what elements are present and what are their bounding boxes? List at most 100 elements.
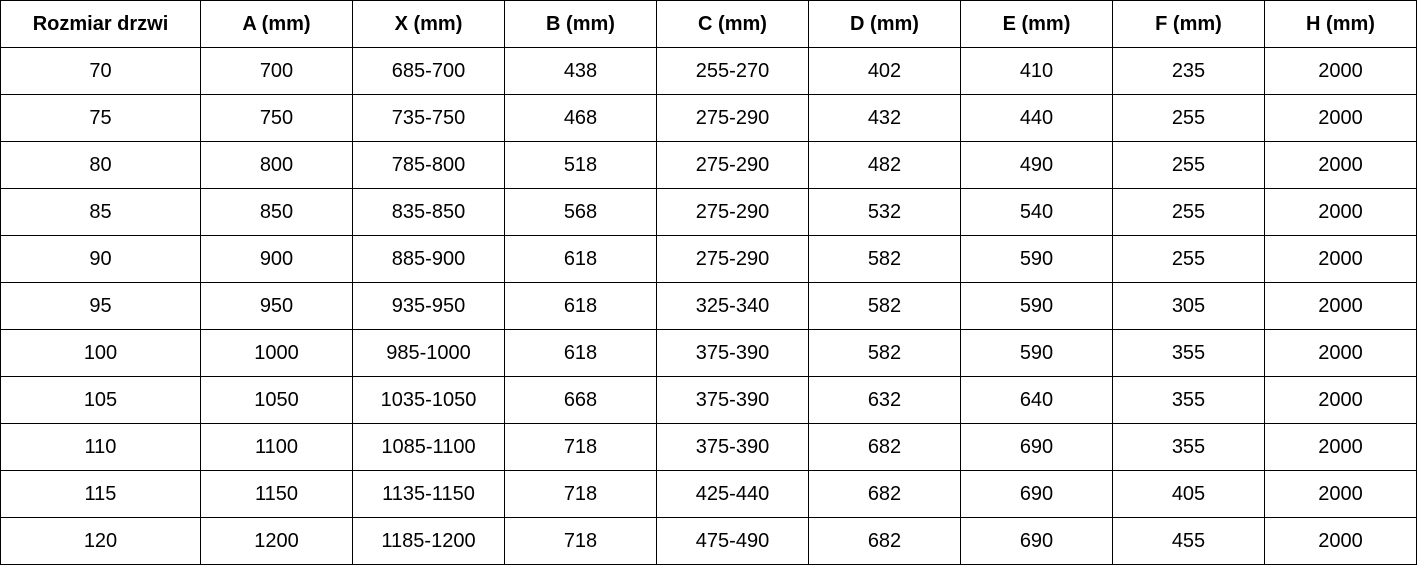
table-cell: 1185-1200 bbox=[352, 517, 505, 565]
table-cell: 2000 bbox=[1264, 329, 1417, 377]
table-row: 105 1050 1035-1050 668 375-390 632 640 355 2000 bbox=[0, 376, 1417, 424]
table-cell: 2000 bbox=[1264, 141, 1417, 189]
table-cell: 1000 bbox=[200, 329, 353, 377]
table-cell: 120 bbox=[0, 517, 201, 565]
table-cell: 835-850 bbox=[352, 188, 505, 236]
table-cell: 718 bbox=[504, 470, 657, 518]
table-cell: 70 bbox=[0, 47, 201, 95]
column-header: E (mm) bbox=[960, 0, 1113, 48]
table-cell: 682 bbox=[808, 423, 961, 471]
table-cell: 632 bbox=[808, 376, 961, 424]
table-cell: 375-390 bbox=[656, 423, 809, 471]
table-cell: 568 bbox=[504, 188, 657, 236]
table-cell: 255 bbox=[1112, 94, 1265, 142]
table-cell: 640 bbox=[960, 376, 1113, 424]
table-cell: 2000 bbox=[1264, 235, 1417, 283]
table-cell: 80 bbox=[0, 141, 201, 189]
table-cell: 690 bbox=[960, 423, 1113, 471]
table-cell: 95 bbox=[0, 282, 201, 330]
table-cell: 355 bbox=[1112, 329, 1265, 377]
table-row: 75 750 735-750 468 275-290 432 440 255 2000 bbox=[0, 94, 1417, 142]
table-row: 120 1200 1185-1200 718 475-490 682 690 455 2000 bbox=[0, 517, 1417, 565]
table-cell: 735-750 bbox=[352, 94, 505, 142]
table-cell: 618 bbox=[504, 235, 657, 283]
table-cell: 275-290 bbox=[656, 188, 809, 236]
table-cell: 1150 bbox=[200, 470, 353, 518]
table-cell: 718 bbox=[504, 517, 657, 565]
table-cell: 375-390 bbox=[656, 329, 809, 377]
table-cell: 668 bbox=[504, 376, 657, 424]
table-cell: 2000 bbox=[1264, 47, 1417, 95]
table-cell: 2000 bbox=[1264, 376, 1417, 424]
column-header: C (mm) bbox=[656, 0, 809, 48]
table-cell: 2000 bbox=[1264, 517, 1417, 565]
table-cell: 275-290 bbox=[656, 94, 809, 142]
table-cell: 355 bbox=[1112, 376, 1265, 424]
column-header: D (mm) bbox=[808, 0, 961, 48]
column-header: Rozmiar drzwi bbox=[0, 0, 201, 48]
column-header: H (mm) bbox=[1264, 0, 1417, 48]
table-cell: 582 bbox=[808, 235, 961, 283]
table-cell: 455 bbox=[1112, 517, 1265, 565]
table-cell: 590 bbox=[960, 235, 1113, 283]
table-cell: 235 bbox=[1112, 47, 1265, 95]
table-header: Rozmiar drzwi A (mm) X (mm) B (mm) C (mm) D (… bbox=[0, 0, 1417, 48]
table-cell: 425-440 bbox=[656, 470, 809, 518]
table-cell: 2000 bbox=[1264, 423, 1417, 471]
table-cell: 700 bbox=[200, 47, 353, 95]
table-cell: 690 bbox=[960, 517, 1113, 565]
table-cell: 90 bbox=[0, 235, 201, 283]
table-cell: 255 bbox=[1112, 188, 1265, 236]
door-dimensions-table: Rozmiar drzwi A (mm) X (mm) B (mm) C (mm) D (… bbox=[0, 0, 1417, 565]
table-row: 90 900 885-900 618 275-290 582 590 255 2000 bbox=[0, 235, 1417, 283]
table-cell: 305 bbox=[1112, 282, 1265, 330]
table-cell: 2000 bbox=[1264, 94, 1417, 142]
table-cell: 438 bbox=[504, 47, 657, 95]
table-cell: 410 bbox=[960, 47, 1113, 95]
table-cell: 475-490 bbox=[656, 517, 809, 565]
table-cell: 985-1000 bbox=[352, 329, 505, 377]
column-header: X (mm) bbox=[352, 0, 505, 48]
table-cell: 1200 bbox=[200, 517, 353, 565]
table-cell: 275-290 bbox=[656, 235, 809, 283]
table-cell: 682 bbox=[808, 517, 961, 565]
table-cell: 115 bbox=[0, 470, 201, 518]
table-cell: 590 bbox=[960, 329, 1113, 377]
table-cell: 682 bbox=[808, 470, 961, 518]
table-cell: 1135-1150 bbox=[352, 470, 505, 518]
table-cell: 105 bbox=[0, 376, 201, 424]
table-cell: 2000 bbox=[1264, 470, 1417, 518]
table-cell: 950 bbox=[200, 282, 353, 330]
table-cell: 375-390 bbox=[656, 376, 809, 424]
table-cell: 540 bbox=[960, 188, 1113, 236]
table-cell: 590 bbox=[960, 282, 1113, 330]
header-row: Rozmiar drzwi A (mm) X (mm) B (mm) C (mm) D (… bbox=[0, 0, 1417, 48]
table-cell: 785-800 bbox=[352, 141, 505, 189]
table-cell: 718 bbox=[504, 423, 657, 471]
table-cell: 75 bbox=[0, 94, 201, 142]
table-cell: 355 bbox=[1112, 423, 1265, 471]
table-cell: 1035-1050 bbox=[352, 376, 505, 424]
table-cell: 532 bbox=[808, 188, 961, 236]
table-cell: 405 bbox=[1112, 470, 1265, 518]
table-cell: 85 bbox=[0, 188, 201, 236]
column-header: F (mm) bbox=[1112, 0, 1265, 48]
table-cell: 490 bbox=[960, 141, 1113, 189]
table-cell: 255-270 bbox=[656, 47, 809, 95]
table-cell: 110 bbox=[0, 423, 201, 471]
table-row: 110 1100 1085-1100 718 375-390 682 690 355 2000 bbox=[0, 423, 1417, 471]
table-cell: 518 bbox=[504, 141, 657, 189]
table-cell: 1100 bbox=[200, 423, 353, 471]
table-cell: 325-340 bbox=[656, 282, 809, 330]
table-cell: 255 bbox=[1112, 235, 1265, 283]
table-cell: 2000 bbox=[1264, 282, 1417, 330]
table-cell: 100 bbox=[0, 329, 201, 377]
table-cell: 618 bbox=[504, 282, 657, 330]
table-cell: 850 bbox=[200, 188, 353, 236]
table-cell: 1050 bbox=[200, 376, 353, 424]
table-row: 95 950 935-950 618 325-340 582 590 305 2000 bbox=[0, 282, 1417, 330]
table-row: 85 850 835-850 568 275-290 532 540 255 2000 bbox=[0, 188, 1417, 236]
table-cell: 482 bbox=[808, 141, 961, 189]
table-row: 80 800 785-800 518 275-290 482 490 255 2000 bbox=[0, 141, 1417, 189]
table-cell: 402 bbox=[808, 47, 961, 95]
